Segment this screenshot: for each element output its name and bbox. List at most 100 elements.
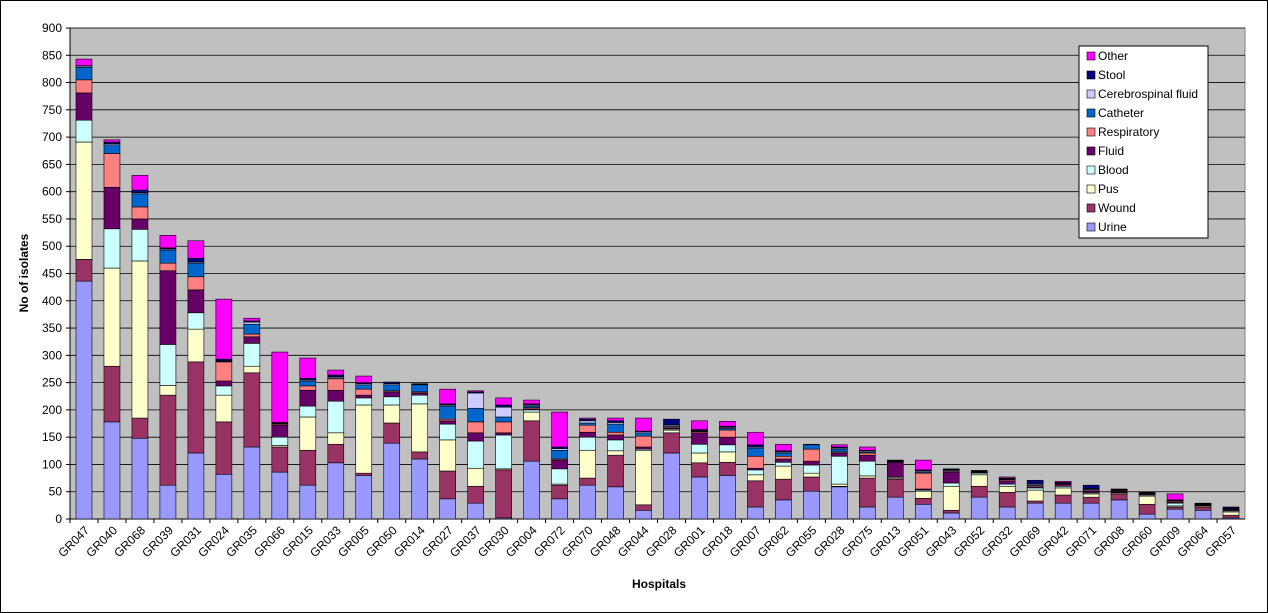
bar-segment — [215, 473, 233, 520]
legend-swatch — [1086, 222, 1096, 232]
bar-segment — [1166, 508, 1184, 520]
bar-segment — [775, 455, 792, 460]
bar-segment — [886, 478, 904, 498]
bar-segment — [495, 397, 512, 406]
legend-label: Urine — [1098, 220, 1127, 234]
bar-segment — [579, 424, 596, 433]
bar-segment — [215, 361, 233, 382]
bar-segment — [607, 423, 624, 433]
bar-segment — [523, 460, 540, 520]
bar-segment — [131, 260, 149, 419]
bar-segment — [243, 365, 261, 374]
bar-segment — [187, 328, 205, 363]
bar-segment — [243, 343, 261, 367]
bar-segment — [1138, 491, 1156, 494]
bar-segment — [747, 480, 764, 508]
bar-segment — [411, 392, 429, 396]
bar-segment — [1138, 513, 1156, 520]
bar-segment — [635, 504, 652, 511]
bar-segment — [719, 475, 736, 520]
bar-segment — [747, 455, 764, 469]
bar-segment — [803, 476, 820, 492]
y-tick-label: 400 — [42, 294, 62, 308]
bar-segment — [607, 454, 624, 488]
bar-segment — [523, 411, 540, 422]
bar-segment — [719, 436, 736, 446]
bar-segment — [1194, 509, 1212, 520]
bar-segment — [131, 437, 149, 520]
bar-segment — [1026, 479, 1044, 484]
bar-segment — [299, 405, 317, 418]
bar-segment — [159, 344, 177, 386]
bar-segment — [243, 321, 261, 325]
y-tick-label: 650 — [42, 157, 62, 171]
bar-segment — [607, 417, 624, 422]
bar-segment — [998, 506, 1016, 520]
bar-segment — [831, 455, 848, 485]
bar-segment — [131, 417, 149, 439]
bar-segment — [579, 449, 596, 479]
bar-segment — [243, 336, 261, 344]
legend-swatch — [1086, 146, 1096, 156]
bar-segment — [831, 448, 848, 453]
bar-segment — [1110, 493, 1128, 501]
bar-segment — [1026, 489, 1044, 502]
bar-segment — [775, 458, 792, 463]
bar-segment — [1082, 502, 1100, 520]
bar-segment — [327, 432, 345, 445]
bar-segment — [187, 312, 205, 330]
bar-segment — [775, 452, 792, 457]
bar-segment — [1138, 495, 1156, 505]
y-tick-label: 850 — [42, 48, 62, 62]
y-axis-title: No of isolates — [17, 233, 31, 312]
bar-segment — [299, 357, 317, 379]
bar-segment — [467, 421, 484, 434]
legend-label: Stool — [1098, 68, 1125, 82]
legend-label: Blood — [1098, 163, 1129, 177]
bar-segment — [551, 459, 568, 470]
bar-segment — [467, 467, 484, 487]
bar-segment — [663, 429, 680, 434]
bar-segment — [579, 436, 596, 451]
bar-segment — [243, 446, 261, 520]
bar-segment — [271, 351, 289, 423]
bar-segment — [271, 424, 289, 438]
bar-segment — [886, 496, 904, 520]
bar-segment — [271, 436, 289, 446]
bar-segment — [327, 369, 345, 376]
bar-segment — [439, 498, 456, 520]
bar-segment — [1082, 484, 1100, 489]
bar-segment — [467, 440, 484, 469]
bar-segment — [914, 503, 932, 520]
bar-segment — [271, 471, 289, 520]
bar-segment — [691, 462, 708, 478]
y-tick-label: 600 — [42, 185, 62, 199]
bar-segment — [998, 476, 1016, 479]
bar-segment — [775, 478, 792, 501]
bar-segment — [1054, 483, 1072, 487]
bar-segment — [131, 229, 149, 262]
bar-segment — [1054, 481, 1072, 483]
bar-segment — [383, 404, 401, 424]
y-tick-label: 550 — [42, 212, 62, 226]
bar-segment — [551, 411, 568, 448]
bar-segment — [635, 417, 652, 432]
bar-segment — [859, 477, 876, 508]
bar-segment — [215, 394, 233, 423]
bar-segment — [495, 406, 512, 418]
bar-segment — [523, 420, 540, 462]
bar-segment — [159, 249, 177, 264]
bar-segment — [215, 385, 233, 396]
bar-segment — [327, 378, 345, 391]
bar-segment — [439, 420, 456, 425]
bar-segment — [327, 443, 345, 464]
bar-segment — [467, 407, 484, 423]
bar-segment — [942, 485, 960, 511]
bar-segment — [747, 506, 764, 520]
bar-segment — [1054, 487, 1072, 496]
y-tick-label: 700 — [42, 130, 62, 144]
bar-segment — [131, 206, 149, 220]
bar-segment — [635, 435, 652, 448]
bar-segment — [411, 403, 429, 453]
bar-segment — [1026, 487, 1044, 491]
